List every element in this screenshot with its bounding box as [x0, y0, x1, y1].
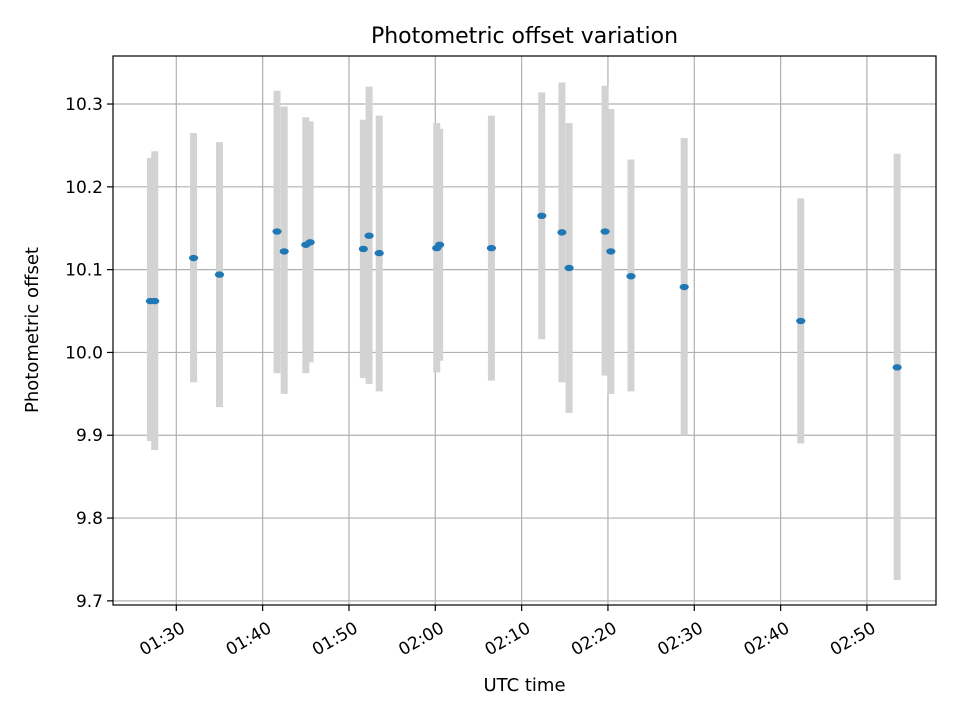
data-point — [305, 239, 315, 246]
x-axis-label: UTC time — [483, 675, 565, 696]
y-ticks: 9.7 9.8 9.9 10.0 10.1 10.2 10.3 — [65, 95, 113, 612]
data-point — [557, 229, 567, 236]
y-tick-label: 10.3 — [65, 95, 103, 115]
data-point — [150, 297, 160, 305]
y-tick-label: 9.7 — [76, 592, 103, 612]
data-point — [796, 317, 806, 325]
data-point — [892, 364, 902, 371]
y-tick-label: 10.2 — [65, 178, 103, 198]
data-point — [214, 271, 225, 278]
y-tick-label: 10.1 — [65, 261, 103, 281]
data-point — [600, 228, 610, 235]
y-tick-label: 9.8 — [76, 509, 103, 529]
markers — [145, 212, 902, 371]
data-point — [564, 264, 574, 272]
data-point — [358, 245, 368, 253]
y-tick-label: 10.0 — [65, 343, 103, 363]
data-point — [435, 241, 445, 248]
y-tick-label: 9.9 — [76, 426, 103, 446]
data-point — [374, 249, 384, 257]
axes-frame — [112, 55, 937, 606]
data-point — [486, 244, 497, 252]
data-point — [188, 254, 199, 262]
y-axis-label: Photometric offset — [22, 247, 43, 413]
data-point — [364, 232, 374, 239]
data-point — [606, 248, 616, 255]
data-point — [679, 283, 689, 291]
data-point — [626, 273, 636, 280]
data-point — [279, 248, 289, 255]
chart-title: Photometric offset variation — [371, 24, 678, 49]
data-point — [537, 212, 547, 220]
data-point — [272, 228, 282, 235]
